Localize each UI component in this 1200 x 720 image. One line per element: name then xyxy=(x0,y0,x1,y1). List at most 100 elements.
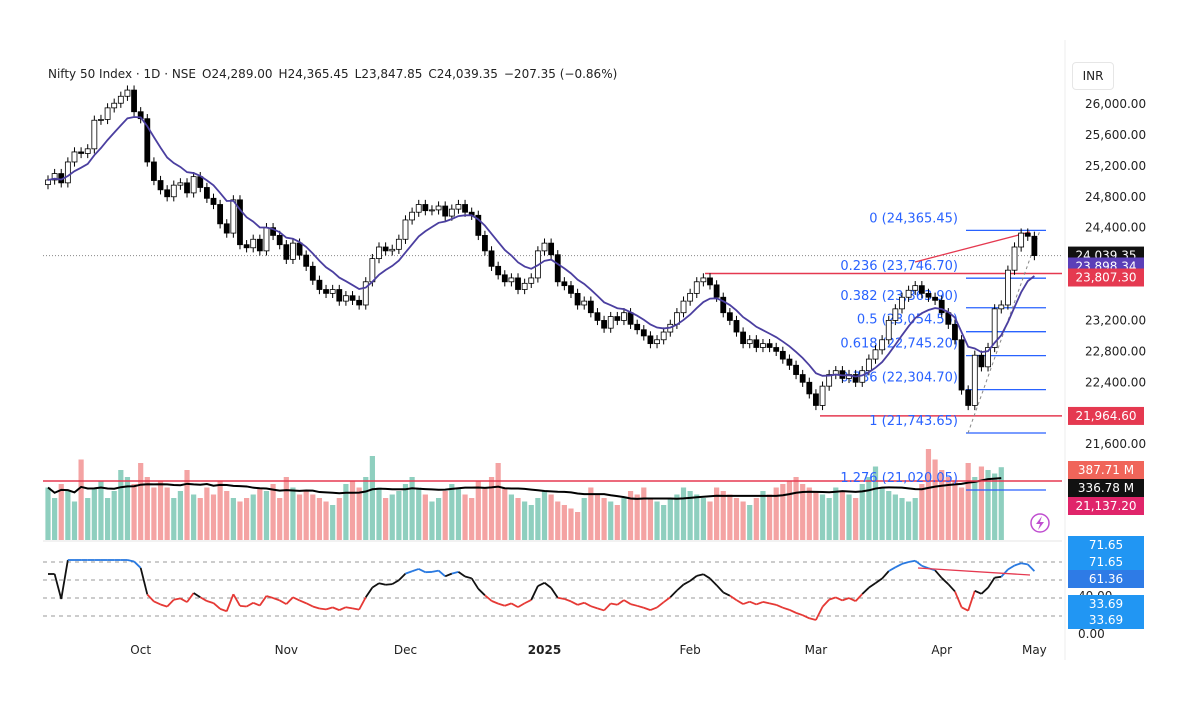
candle xyxy=(197,176,204,188)
rsi-line-segment xyxy=(868,582,877,589)
currency-button[interactable]: INR xyxy=(1072,62,1114,90)
candle xyxy=(329,289,336,294)
price-tick-label: 22,800.00 xyxy=(1085,344,1146,358)
candle xyxy=(276,235,283,246)
open-value: O24,289.00 xyxy=(202,67,273,81)
volume-bar xyxy=(806,487,812,540)
rsi-line-segment xyxy=(186,592,195,603)
rsi-line-segment xyxy=(636,604,645,609)
volume-bar xyxy=(177,491,183,540)
volume-bar xyxy=(52,498,58,540)
candle xyxy=(177,182,184,186)
volume-bar xyxy=(919,484,925,540)
candle xyxy=(71,151,78,163)
volume-bar xyxy=(389,494,395,540)
volume-bar xyxy=(528,505,534,540)
candle xyxy=(356,299,363,306)
volume-bar xyxy=(575,512,581,540)
candle xyxy=(263,227,270,252)
volume-bar xyxy=(608,501,614,540)
volume-bar xyxy=(998,467,1004,540)
candle xyxy=(336,289,343,302)
rsi-line-segment xyxy=(133,560,142,569)
candle xyxy=(614,316,621,321)
volume-bar xyxy=(826,498,832,540)
candle xyxy=(640,329,647,337)
rsi-line-segment xyxy=(312,605,320,610)
volume-bar xyxy=(522,501,528,540)
rsi-line-segment xyxy=(139,567,149,595)
candle xyxy=(223,223,230,234)
volume-bar xyxy=(85,498,91,540)
volume-bar xyxy=(323,501,329,540)
rsi-line-segment xyxy=(663,596,671,603)
candle xyxy=(548,242,555,256)
candle xyxy=(819,385,826,406)
rsi-tag: 61.36 xyxy=(1089,572,1123,586)
volume-bar xyxy=(978,466,985,540)
candle xyxy=(627,312,634,325)
candle xyxy=(779,350,786,360)
rsi-line-segment xyxy=(742,600,751,605)
volume-bar xyxy=(45,487,51,540)
volume-bar xyxy=(859,484,865,540)
price-tick-label: 22,400.00 xyxy=(1085,375,1146,389)
candle xyxy=(210,197,217,205)
candle xyxy=(581,300,588,306)
rsi-line-segment xyxy=(212,602,221,610)
volume-bar xyxy=(488,477,495,540)
rsi-tag-bg xyxy=(1068,536,1144,554)
volume-bar xyxy=(766,494,773,540)
candle xyxy=(230,199,237,234)
candle xyxy=(349,295,356,301)
price-tick-label: 24,400.00 xyxy=(1085,221,1146,235)
candle xyxy=(362,281,369,306)
candle xyxy=(1018,232,1025,248)
candle xyxy=(707,277,713,286)
volume-bar xyxy=(641,487,647,540)
rsi-line-segment xyxy=(861,587,870,595)
candle xyxy=(303,254,310,267)
x-tick-label: Oct xyxy=(130,643,151,657)
volume-bar xyxy=(171,498,177,540)
rsi-line-segment xyxy=(259,595,268,607)
candle xyxy=(144,118,151,163)
rsi-line-segment xyxy=(1007,564,1015,571)
candle xyxy=(389,248,396,252)
volume-bar xyxy=(535,498,541,540)
rsi-line-segment xyxy=(848,597,857,602)
rsi-line-segment xyxy=(206,600,214,604)
candle xyxy=(766,343,773,348)
candle xyxy=(541,242,548,252)
rsi-line-segment xyxy=(590,605,598,610)
candle xyxy=(786,358,793,366)
volume-bar xyxy=(111,491,117,540)
fib-level-label: 1.276 (21,020.05) xyxy=(840,471,958,486)
candle xyxy=(647,335,654,345)
symbol-label: Nifty 50 Index · 1D · NSE xyxy=(48,67,197,81)
volume-bar xyxy=(853,498,859,540)
candle xyxy=(799,374,806,383)
candle xyxy=(879,339,886,351)
rsi-line-segment xyxy=(809,617,817,621)
candle xyxy=(554,254,561,283)
rsi-line-segment xyxy=(279,599,287,605)
rsi-line-segment xyxy=(219,608,228,613)
candle xyxy=(925,292,932,298)
volume-bar xyxy=(780,484,786,540)
rsi-line-segment xyxy=(729,594,737,601)
volume-bar xyxy=(283,477,289,540)
candle xyxy=(958,339,965,391)
candle xyxy=(98,119,104,121)
candle xyxy=(448,208,455,217)
volume-bar xyxy=(475,480,481,540)
rsi-line-segment xyxy=(319,607,327,611)
rsi-line-segment xyxy=(934,569,943,579)
rsi-line-segment xyxy=(901,561,909,565)
candle xyxy=(64,161,71,184)
rsi-line-segment xyxy=(709,577,718,586)
volume-bar xyxy=(316,498,323,540)
rsi-line-segment xyxy=(715,584,724,594)
candle xyxy=(184,182,190,194)
